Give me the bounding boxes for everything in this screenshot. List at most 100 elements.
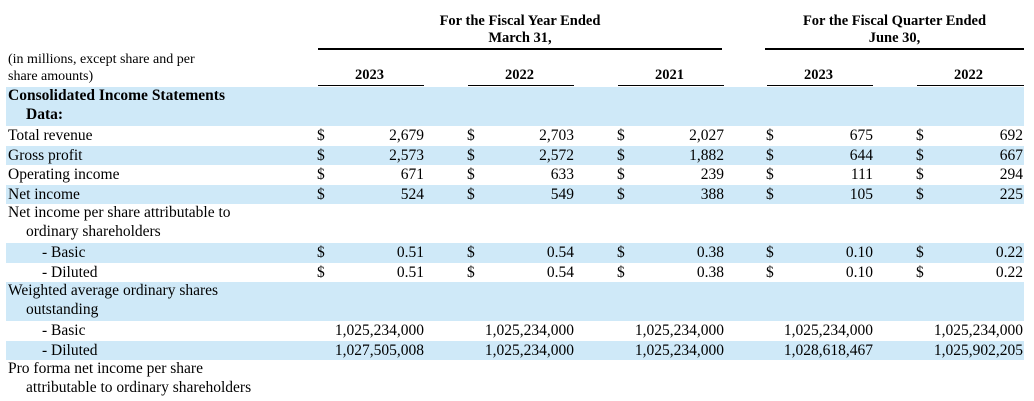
pro-forma-heading-line1: Pro forma net income per share [8, 360, 203, 377]
dollar-sign: $ [766, 263, 774, 281]
cell-value: 2,679 [389, 127, 424, 144]
cell-value: 1,882 [689, 146, 724, 164]
section-title-row: Consolidated Income Statements Data: [6, 87, 1024, 126]
dollar-sign: $ [617, 166, 625, 183]
year-rule-q2023 [767, 85, 873, 86]
year-header-q2023: 2023 [804, 67, 833, 83]
fiscal-year-rule [318, 48, 722, 50]
dollar-sign: $ [317, 185, 325, 203]
row-label: - Basic [42, 322, 86, 339]
dollar-sign: $ [617, 185, 625, 203]
dollar-sign: $ [467, 166, 475, 183]
fiscal-quarter-rule [765, 48, 1024, 50]
dollar-sign: $ [317, 127, 325, 144]
cell-value: 2,027 [689, 127, 724, 144]
cell-value: 0.38 [696, 244, 724, 261]
shares-heading-line2: outstanding [26, 301, 99, 318]
cell-value: 1,028,618,467 [783, 341, 873, 359]
cell-value: 1,027,505,008 [334, 341, 424, 359]
cell-value: 0.10 [845, 263, 873, 281]
fiscal-quarter-header-line2: June 30, [868, 30, 921, 46]
row-label: Net income [8, 185, 80, 203]
dollar-sign: $ [916, 146, 924, 164]
table-row: Operating income $ 671 $ 633 $ 239 $ 111… [6, 165, 1024, 185]
pro-forma-heading-row: Pro forma net income per share attributa… [6, 360, 1024, 400]
fiscal-quarter-header: For the Fiscal Quarter Ended June 30, [765, 13, 1024, 47]
dollar-sign: $ [617, 146, 625, 164]
table-row: - Basic 1,025,234,000 1,025,234,000 1,02… [6, 321, 1024, 341]
cell-value: 2,572 [539, 146, 574, 164]
dollar-sign: $ [766, 146, 774, 164]
dollar-sign: $ [467, 146, 475, 164]
cell-value: 0.10 [845, 244, 873, 261]
year-header-q2022: 2022 [954, 67, 983, 83]
dollar-sign: $ [766, 185, 774, 203]
cell-value: 667 [999, 146, 1023, 164]
dollar-sign: $ [317, 146, 325, 164]
dollar-sign: $ [766, 166, 774, 183]
dollar-sign: $ [916, 185, 924, 203]
dollar-sign: $ [916, 127, 924, 144]
table-row: Total revenue $ 2,679 $ 2,703 $ 2,027 $ … [6, 126, 1024, 146]
year-header-fy2022: 2022 [505, 67, 534, 83]
dollar-sign: $ [617, 263, 625, 281]
pro-forma-heading-line2: attributable to ordinary shareholders [26, 379, 252, 396]
eps-heading-line2: ordinary shareholders [26, 223, 161, 240]
units-note: (in millions, except share and per share… [8, 51, 248, 85]
year-rule-fy2023 [318, 85, 424, 86]
cell-value: 549 [550, 185, 574, 203]
fiscal-quarter-header-line1: For the Fiscal Quarter Ended [802, 13, 987, 29]
eps-heading-row: Net income per share attributable to ord… [6, 204, 1024, 243]
eps-heading-line1: Net income per share attributable to [8, 204, 231, 221]
cell-value: 111 [850, 166, 873, 183]
dollar-sign: $ [467, 185, 475, 203]
cell-value: 0.51 [396, 263, 424, 281]
dollar-sign: $ [766, 127, 774, 144]
row-label: Operating income [8, 166, 120, 183]
year-rule-q2022 [917, 85, 1024, 86]
row-label: Total revenue [8, 127, 93, 144]
units-note-line2: share amounts) [8, 69, 94, 84]
dollar-sign: $ [916, 166, 924, 183]
shares-heading-line1: Weighted average ordinary shares [8, 282, 219, 299]
cell-value: 388 [700, 185, 724, 203]
dollar-sign: $ [916, 244, 924, 261]
cell-value: 225 [999, 185, 1023, 203]
dollar-sign: $ [467, 127, 475, 144]
cell-value: 105 [849, 185, 873, 203]
row-label: - Basic [42, 244, 86, 261]
dollar-sign: $ [317, 166, 325, 183]
cell-value: 0.54 [546, 244, 574, 261]
cell-value: 1,025,234,000 [484, 341, 574, 359]
table-row: Gross profit $ 2,573 $ 2,572 $ 1,882 $ 6… [6, 145, 1024, 165]
cell-value: 2,703 [539, 127, 574, 144]
cell-value: 633 [550, 166, 574, 183]
cell-value: 1,025,234,000 [783, 322, 873, 339]
cell-value: 239 [700, 166, 724, 183]
cell-value: 675 [849, 127, 873, 144]
table-row: - Basic $ 0.51 $ 0.54 $ 0.38 $ 0.10 $ 0.… [6, 243, 1024, 263]
cell-value: 2,573 [389, 146, 424, 164]
dollar-sign: $ [766, 244, 774, 261]
units-note-line1: (in millions, except share and per [8, 52, 195, 67]
cell-value: 0.22 [995, 263, 1023, 281]
cell-value: 1,025,234,000 [334, 322, 424, 339]
dollar-sign: $ [317, 244, 325, 261]
row-label: - Diluted [42, 341, 98, 359]
year-rule-fy2021 [618, 85, 724, 86]
row-label: Gross profit [8, 146, 83, 164]
dollar-sign: $ [467, 244, 475, 261]
dollar-sign: $ [617, 244, 625, 261]
dollar-sign: $ [317, 263, 325, 281]
fiscal-year-header: For the Fiscal Year Ended March 31, [318, 13, 722, 47]
cell-value: 692 [999, 127, 1023, 144]
year-header-fy2021: 2021 [655, 67, 684, 83]
dollar-sign: $ [916, 263, 924, 281]
cell-value: 1,025,234,000 [634, 322, 724, 339]
year-rule-fy2022 [468, 85, 574, 86]
cell-value: 1,025,902,205 [933, 341, 1023, 359]
fiscal-year-header-line2: March 31, [488, 30, 552, 46]
dollar-sign: $ [617, 127, 625, 144]
cell-value: 294 [999, 166, 1023, 183]
